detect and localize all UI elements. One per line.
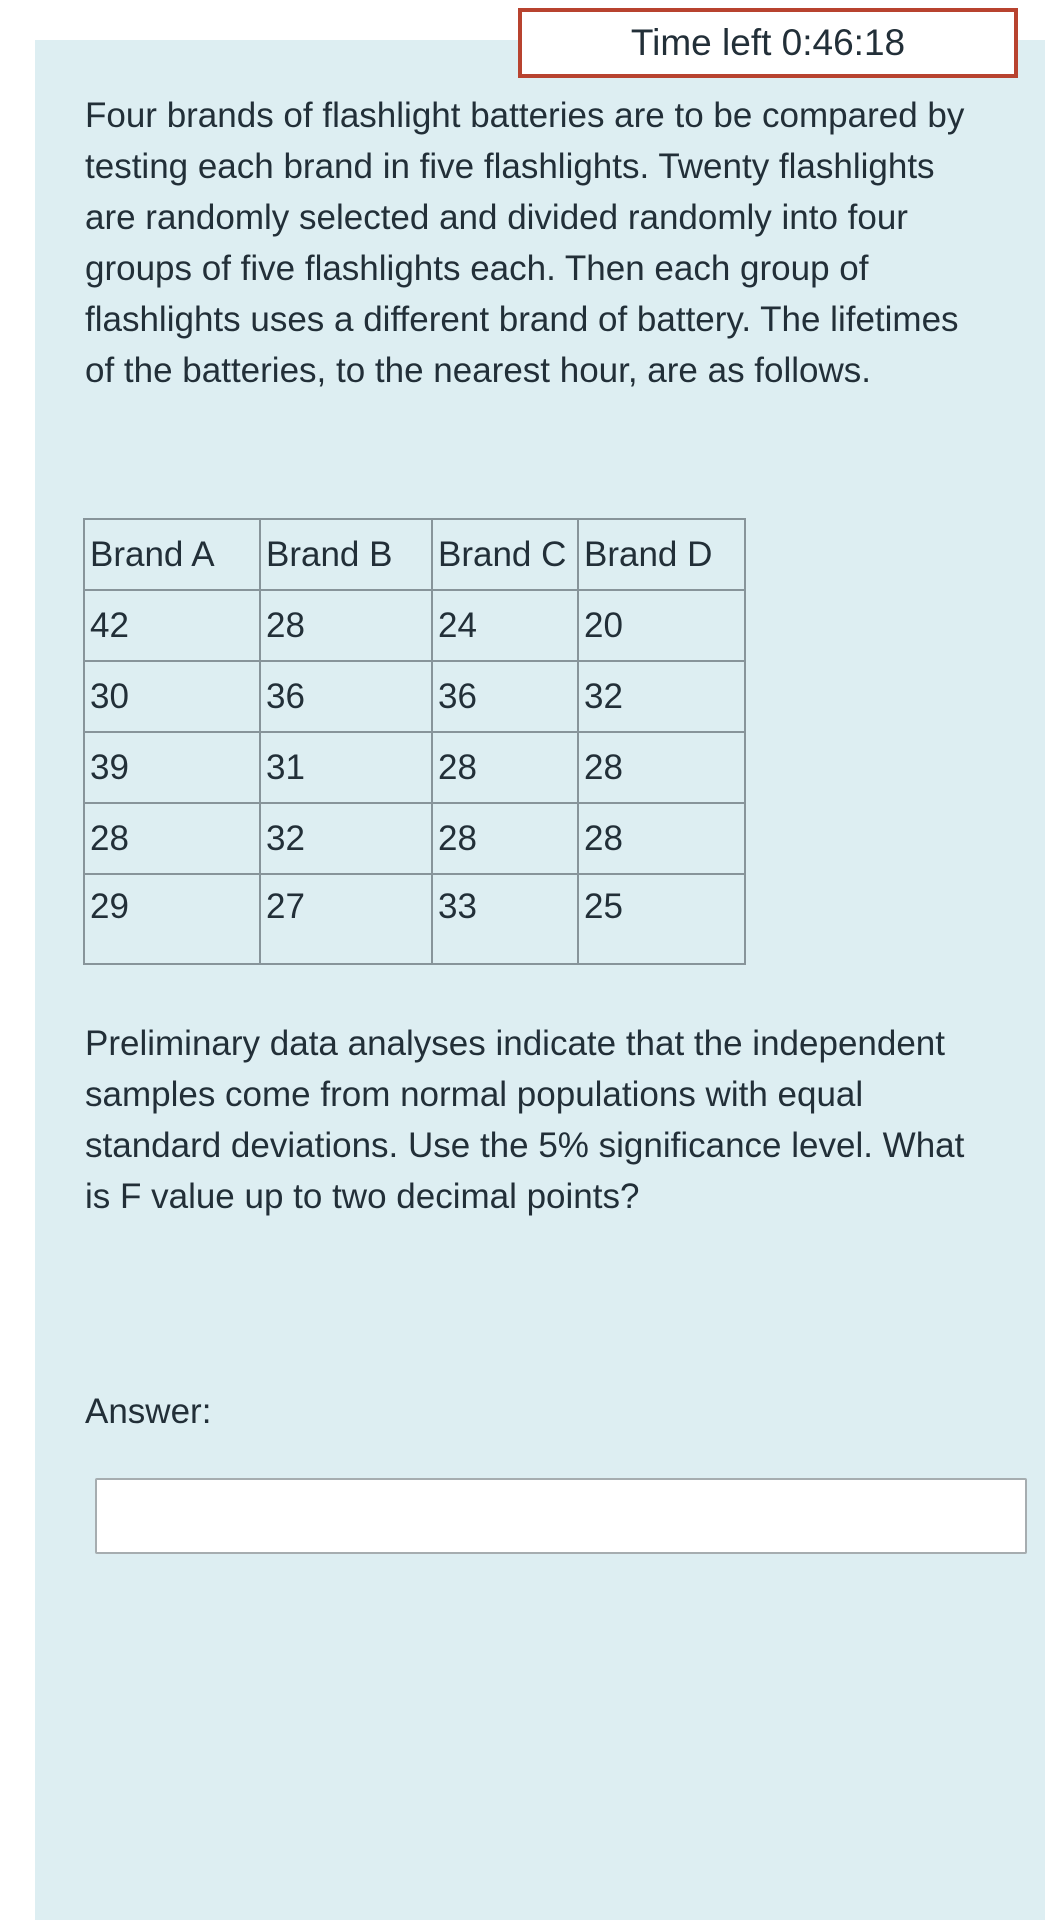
question-intro-text: Four brands of flashlight batteries are … bbox=[85, 96, 965, 390]
table-cell: 28 bbox=[83, 802, 261, 875]
table-row: 30 36 36 32 bbox=[83, 660, 746, 733]
table-cell: 32 bbox=[259, 802, 433, 875]
table-cell: 25 bbox=[577, 873, 746, 965]
table-cell: 28 bbox=[259, 589, 433, 662]
table-header-row: Brand A Brand B Brand C Brand D bbox=[83, 518, 746, 591]
table-cell: 24 bbox=[431, 589, 579, 662]
table-cell: 33 bbox=[431, 873, 579, 965]
answer-input[interactable] bbox=[95, 1478, 1027, 1554]
table-cell: 32 bbox=[577, 660, 746, 733]
table-cell: 27 bbox=[259, 873, 433, 965]
table-cell: 39 bbox=[83, 731, 261, 804]
table-header-cell: Brand A bbox=[83, 518, 261, 591]
table-row: 42 28 24 20 bbox=[83, 589, 746, 662]
answer-label: Answer: bbox=[85, 1392, 212, 1431]
table-cell: 28 bbox=[577, 802, 746, 875]
table-cell: 36 bbox=[431, 660, 579, 733]
table-cell: 36 bbox=[259, 660, 433, 733]
question-panel bbox=[35, 40, 1045, 1920]
table-cell: 28 bbox=[431, 731, 579, 804]
table-header-cell: Brand B bbox=[259, 518, 433, 591]
table-cell: 20 bbox=[577, 589, 746, 662]
table-cell: 29 bbox=[83, 873, 261, 965]
battery-lifetimes-table: Brand A Brand B Brand C Brand D 42 28 24… bbox=[83, 518, 746, 965]
timer-label: Time left 0:46:18 bbox=[630, 22, 906, 63]
table-header-cell: Brand C bbox=[431, 518, 579, 591]
table-row: 39 31 28 28 bbox=[83, 731, 746, 804]
table-header-cell: Brand D bbox=[577, 518, 746, 591]
table-cell: 30 bbox=[83, 660, 261, 733]
question-followup-text: Preliminary data analyses indicate that … bbox=[85, 1024, 965, 1216]
table-cell: 28 bbox=[577, 731, 746, 804]
table-cell: 31 bbox=[259, 731, 433, 804]
timer: Time left 0:46:18 bbox=[518, 8, 1018, 78]
table-cell: 42 bbox=[83, 589, 261, 662]
table-row: 29 27 33 25 bbox=[83, 873, 746, 965]
table-row: 28 32 28 28 bbox=[83, 802, 746, 875]
table-cell: 28 bbox=[431, 802, 579, 875]
